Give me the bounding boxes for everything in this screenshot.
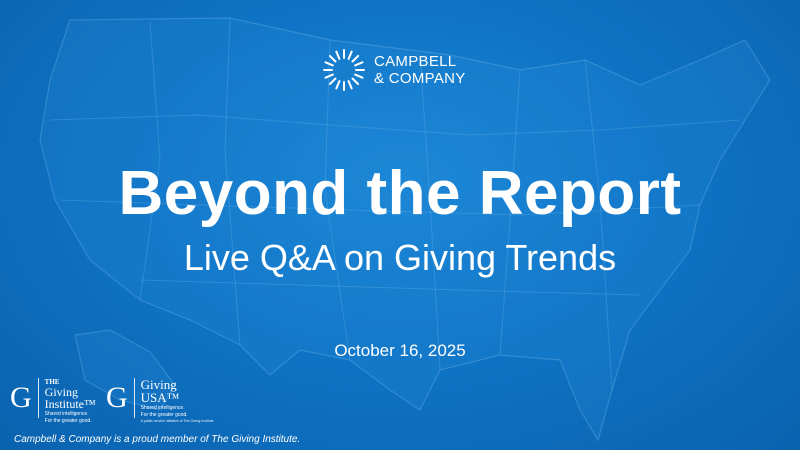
giving-usa-g-mark: G [106,381,128,414]
gi-tagline-1: Shared intelligence. [44,411,89,417]
slide-title: Beyond the Report [118,159,682,228]
logo-wordmark: CAMPBELL & COMPANY [374,53,466,87]
campbell-company-logo: CAMPBELL & COMPANY [322,48,466,92]
gusa-tagline-3: A public service initiative of The Givin… [140,419,214,423]
gi-tagline-2: For the greater good. [44,418,92,424]
gi-line-1: THE [44,378,60,386]
gusa-line-2: USA™ [140,390,180,405]
gusa-line-1: Giving [140,377,177,392]
giving-institute-g-mark: G [10,381,32,414]
gi-line-3: Institute™ [44,397,96,411]
gusa-tagline-2: For the greater good. [140,412,188,418]
footer-membership-note: Campbell & Company is a proud member of … [14,434,301,445]
event-date: October 16, 2025 [334,341,466,360]
giving-institute-wordmark: THE Giving Institute™ Shared intelligenc… [45,378,96,424]
giving-usa-wordmark: Giving USA™ Shared intelligence. For the… [141,378,214,424]
slide-subtitle: Live Q&A on Giving Trends [183,237,617,278]
logo-line-1: CAMPBELL [374,53,457,70]
giving-institute-logo: G THE Giving Institute™ Shared intellige… [10,378,96,424]
logo-line-2: & COMPANY [374,70,466,87]
sunburst-ring-icon [323,49,365,91]
giving-usa-logo: G Giving USA™ Shared intelligence. For t… [106,378,214,424]
logo-divider [37,378,39,418]
logo-divider [133,378,135,418]
gi-line-2: Giving [44,385,79,399]
gusa-tagline-1: Shared intelligence. [140,405,185,411]
